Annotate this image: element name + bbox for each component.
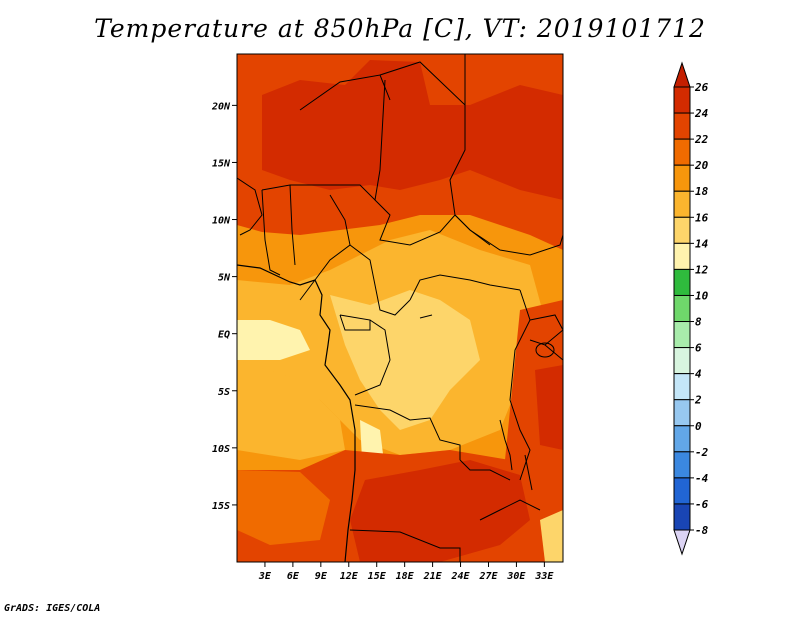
- colorbar-segment: [673, 399, 691, 427]
- colorbar-segment: [673, 216, 691, 244]
- field-south-hot: [350, 460, 530, 562]
- colorbar-segment: [673, 190, 691, 218]
- border-east-lakes: [529, 314, 563, 346]
- colorbar-label: 2: [694, 394, 702, 407]
- lat-tick-label: 15S: [212, 501, 230, 512]
- lat-tick-label: EQ: [218, 330, 230, 341]
- lon-tick-label: 24E: [451, 571, 471, 582]
- field-west-pale: [237, 320, 310, 360]
- lat-tick-label: 10S: [212, 444, 230, 455]
- colorbar-segment: [673, 321, 691, 349]
- borders: [237, 54, 563, 562]
- river-congo: [419, 314, 433, 319]
- map-title: Temperature at 850hPa [C], VT: 201910171…: [94, 14, 706, 43]
- border-nigeria-cameroon: [299, 194, 351, 301]
- colorbar-segment: [673, 164, 691, 192]
- border-benin: [289, 184, 296, 266]
- lake-victoria: [535, 342, 555, 358]
- colorbar-segment: [673, 477, 691, 505]
- longitude-axis: 3E 6E 9E 12E 15E 18E 21E 24E 27E 30E 33E: [258, 562, 554, 582]
- rift-lakes: [419, 314, 555, 491]
- colorbar-segment: [673, 268, 691, 296]
- lat-tick-label: 5N: [218, 273, 231, 284]
- colorbar-segment: [673, 373, 691, 401]
- colorbar-label: 20: [694, 159, 709, 172]
- lon-tick-label: 21E: [423, 571, 443, 582]
- border-zambia-zimbabwe: [479, 499, 541, 521]
- colorbar-label: 26: [694, 81, 709, 94]
- border-congo-drc: [354, 319, 391, 396]
- border-west-africa: [237, 177, 263, 236]
- colorbar-label: 24: [694, 107, 709, 120]
- field-center-light: [330, 290, 480, 430]
- field-southwest-orange: [237, 470, 330, 545]
- lat-tick-label: 10N: [212, 216, 231, 227]
- lon-tick-label: 18E: [396, 571, 415, 582]
- colorbar-label: -4: [695, 472, 709, 485]
- colorbar-label: -2: [695, 446, 709, 459]
- border-ghana: [261, 189, 281, 276]
- colorbar-label: 14: [695, 237, 709, 250]
- colorbar-segment: [673, 294, 691, 323]
- colorbar-segment: [673, 425, 691, 453]
- colorbar-segment: [673, 503, 691, 531]
- colorbar-label: 0: [695, 420, 702, 433]
- lat-tick-label: 15N: [212, 158, 231, 169]
- lon-tick-label: 9E: [315, 571, 328, 582]
- lon-tick-label: 27E: [478, 571, 498, 582]
- lon-tick-label: 30E: [506, 571, 526, 582]
- border-angola-drc: [354, 404, 461, 460]
- field-southeast-pale: [540, 510, 563, 562]
- colorbar-segment: [673, 242, 691, 270]
- field-south-atlantic: [237, 360, 345, 460]
- lat-tick-label: 5S: [218, 387, 230, 398]
- colorbar-bottom-arrow: [673, 529, 691, 556]
- colorbar-label: 8: [695, 316, 702, 329]
- lat-tick-label: 20N: [211, 101, 231, 112]
- border-gabon: [339, 314, 371, 331]
- lake-malawi: [524, 454, 533, 491]
- colorbar-segment: [673, 138, 691, 166]
- colorbar-label: 4: [695, 368, 702, 381]
- field-north-hot: [262, 60, 563, 200]
- border-car-congo: [409, 274, 521, 301]
- lon-tick-label: 6E: [287, 571, 300, 582]
- latitude-axis: 20N 15N 10N 5N EQ 5S 10S 15S: [211, 101, 237, 512]
- lon-tick-label: 15E: [368, 571, 387, 582]
- lon-tick-label: 12E: [340, 571, 359, 582]
- colorbar-label: -6: [695, 498, 709, 511]
- colorbar-label: 12: [695, 263, 709, 276]
- colorbar-top-arrow: [673, 61, 691, 88]
- coastline-west: [237, 264, 356, 562]
- colorbar-segment: [673, 451, 691, 479]
- border-kenya: [544, 344, 563, 361]
- colorbar-segment: [673, 112, 691, 140]
- colorbar-label: 10: [695, 289, 709, 302]
- colorbar-label: -8: [695, 524, 709, 537]
- border-namibia: [349, 529, 461, 562]
- colorbar-segment: [673, 347, 691, 375]
- border-chad-car: [374, 199, 456, 246]
- colorbar-label: 18: [695, 185, 709, 198]
- colorbar-label: 22: [694, 133, 709, 146]
- colorbar-label: 16: [695, 211, 709, 224]
- border-sudan-south: [454, 214, 563, 256]
- colorbar-segment: [673, 86, 691, 114]
- temperature-field: [237, 54, 563, 562]
- colorbar-label: 6: [695, 342, 702, 355]
- grads-credit: GrADS: IGES/COLA: [4, 603, 101, 614]
- border-angola-zambia: [459, 459, 511, 481]
- lake-tanganyika: [499, 419, 513, 471]
- lon-tick-label: 33E: [534, 571, 554, 582]
- lon-tick-label: 3E: [258, 571, 272, 582]
- map-frame: [236, 53, 564, 563]
- border-niger-libya: [379, 54, 466, 107]
- border-cameroon-car: [349, 244, 411, 316]
- field-east-hot: [535, 365, 563, 450]
